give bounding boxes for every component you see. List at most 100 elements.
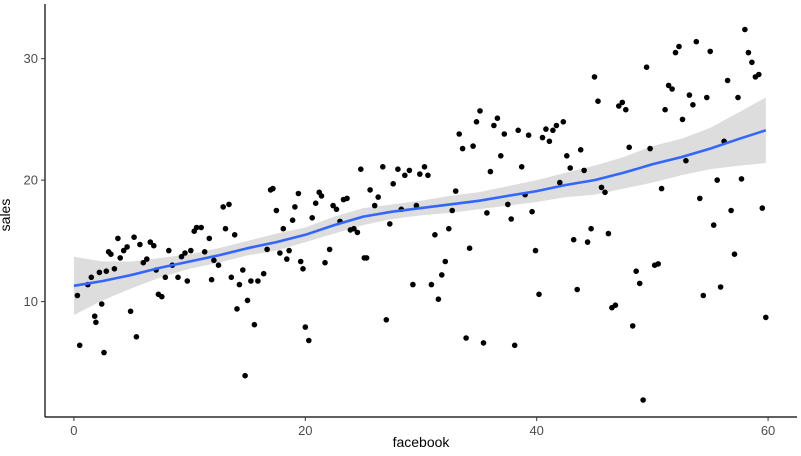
points-layer [74,26,769,403]
smooth-line-layer [73,129,767,288]
data-point [363,255,370,261]
data-point [714,177,720,183]
data-point [159,293,165,300]
data-point [193,224,200,231]
data-point [505,201,511,208]
data-point [539,134,546,141]
data-point [242,372,248,379]
data-point [292,204,298,210]
data-point [446,225,452,232]
data-point [395,166,401,172]
data-point [683,157,689,164]
data-point [567,165,573,171]
data-point [151,242,157,249]
data-point [402,172,408,179]
data-point [333,206,340,213]
data-point [425,172,431,179]
data-point [623,106,629,113]
data-point [525,132,532,138]
data-point [326,246,333,253]
data-point [330,202,336,209]
data-point [693,38,700,45]
data-point [550,127,556,134]
data-point [717,284,724,290]
data-point [387,221,393,227]
data-point [742,26,748,33]
data-point [101,349,107,356]
x-axis-title: facebook [393,434,451,450]
data-point [435,296,442,303]
data-point [260,270,267,277]
data-point [98,301,105,307]
data-point [602,189,608,196]
data-point [665,82,672,89]
data-point [679,116,686,123]
data-point [383,317,390,323]
data-point [690,102,696,108]
data-point [605,230,612,237]
data-point [577,147,584,153]
data-point [406,167,413,174]
data-point [309,215,316,221]
data-point [166,247,172,254]
data-point [560,119,567,125]
data-point [463,335,469,341]
data-point [358,166,364,172]
data-point [494,115,501,121]
confidence-band [73,97,766,315]
data-point [211,257,217,264]
data-point [220,204,226,210]
data-point [676,43,682,50]
data-point [570,236,577,243]
data-point [745,49,752,56]
data-point [421,164,428,170]
data-point [759,205,766,211]
x-tick-label: 60 [761,423,775,438]
data-point [108,251,114,257]
data-point [264,246,270,253]
data-point [198,224,204,231]
data-point [286,247,292,254]
data-point [595,98,601,104]
y-tick-label: 10 [24,294,38,309]
data-point [280,225,287,232]
data-point [390,181,397,187]
data-point [591,74,598,80]
data-point [432,232,438,238]
data-point [581,167,587,174]
data-point [588,225,594,232]
data-point [270,185,276,192]
data-point [295,190,302,197]
data-point [501,131,508,137]
data-point [103,268,110,275]
smooth-trend-line [73,129,767,288]
data-point [564,153,570,159]
data-point [226,201,232,208]
data-point [74,292,81,299]
data-point [273,207,280,214]
data-point [619,99,626,106]
data-point [697,195,703,202]
x-tick-label: 40 [529,423,543,438]
data-point [731,251,738,257]
data-point [557,179,563,186]
y-tick-label: 20 [24,173,38,188]
data-point [137,241,143,248]
data-point [662,106,668,113]
data-point [131,234,137,240]
data-point [306,337,312,344]
data-point [529,208,535,215]
data-point [231,232,238,238]
data-point [300,266,306,272]
data-point [669,86,675,92]
data-point [511,342,518,349]
data-point [255,278,261,284]
data-point [584,239,591,245]
data-point [449,207,456,214]
y-axis-title: sales [0,199,13,232]
data-point [640,397,646,403]
data-point [477,108,483,114]
data-point [491,122,497,129]
data-point [417,171,423,177]
